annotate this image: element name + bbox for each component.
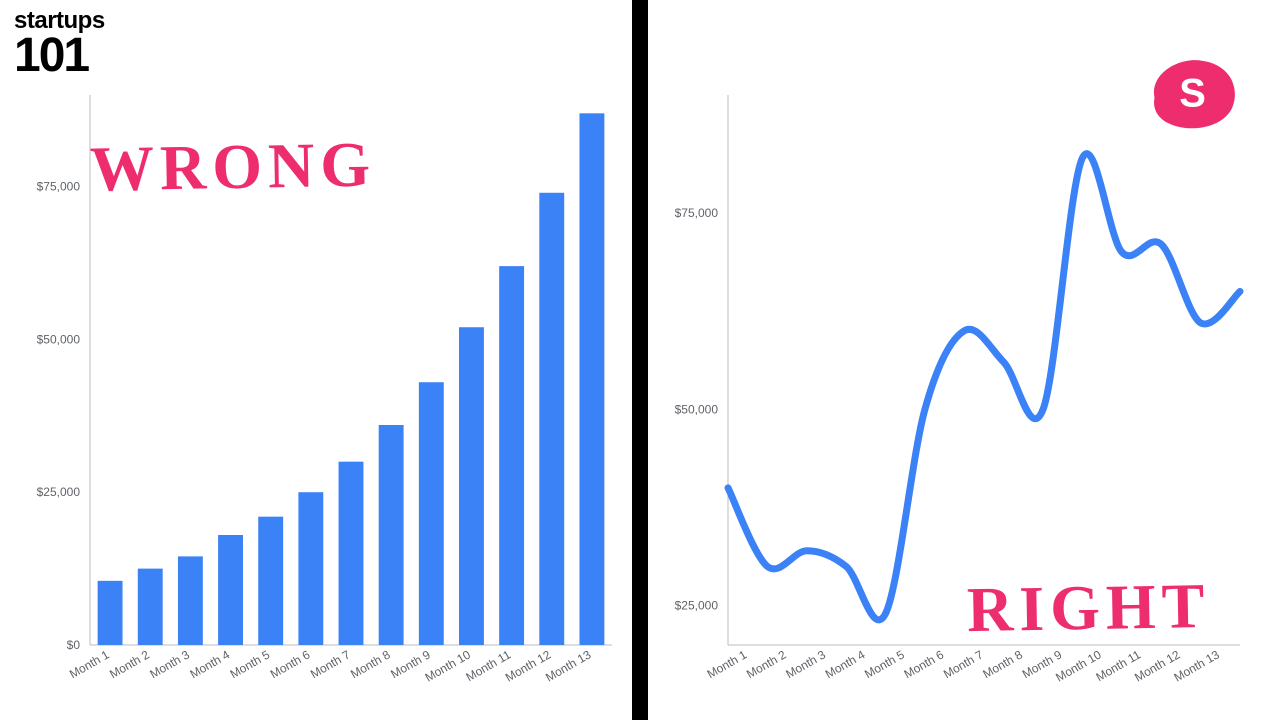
svg-text:Month 7: Month 7 [941,647,986,681]
svg-text:Month 13: Month 13 [543,647,594,684]
svg-text:Month 6: Month 6 [902,647,947,681]
svg-text:$25,000: $25,000 [675,599,719,613]
svg-text:$0: $0 [67,638,81,652]
svg-text:Month 1: Month 1 [705,647,750,681]
svg-text:Month 2: Month 2 [744,647,789,681]
svg-text:Month 5: Month 5 [862,647,907,681]
svg-text:$50,000: $50,000 [37,332,81,346]
svg-text:$25,000: $25,000 [37,485,81,499]
svg-text:Month 7: Month 7 [308,647,353,681]
left-panel: startups 101 $0$25,000$50,000$75,000Mont… [0,0,632,720]
panel-divider [632,0,648,720]
svg-text:Month 8: Month 8 [980,647,1025,681]
bar-chart: $0$25,000$50,000$75,000Month 1Month 2Mon… [20,40,622,700]
svg-text:Month 2: Month 2 [107,647,152,681]
svg-text:Month 13: Month 13 [1171,647,1222,684]
svg-text:Month 4: Month 4 [823,647,868,681]
right-panel: $0$25,000$50,000$75,000Month 1Month 2Mon… [648,0,1280,720]
svg-text:$50,000: $50,000 [675,402,719,416]
svg-text:Month 3: Month 3 [783,647,828,681]
svg-text:$75,000: $75,000 [37,180,81,194]
s-badge-icon: S [1145,55,1240,133]
svg-text:Month 8: Month 8 [348,647,393,681]
svg-text:Month 6: Month 6 [268,647,313,681]
svg-text:S: S [1179,71,1206,115]
svg-text:$75,000: $75,000 [675,206,719,220]
svg-text:Month 10: Month 10 [1053,647,1104,684]
svg-text:Month 10: Month 10 [423,647,474,684]
svg-text:Month 4: Month 4 [187,647,232,681]
svg-text:Month 3: Month 3 [147,647,192,681]
svg-text:Month 5: Month 5 [228,647,273,681]
svg-text:Month 1: Month 1 [67,647,112,681]
line-chart: $0$25,000$50,000$75,000Month 1Month 2Mon… [658,40,1260,700]
